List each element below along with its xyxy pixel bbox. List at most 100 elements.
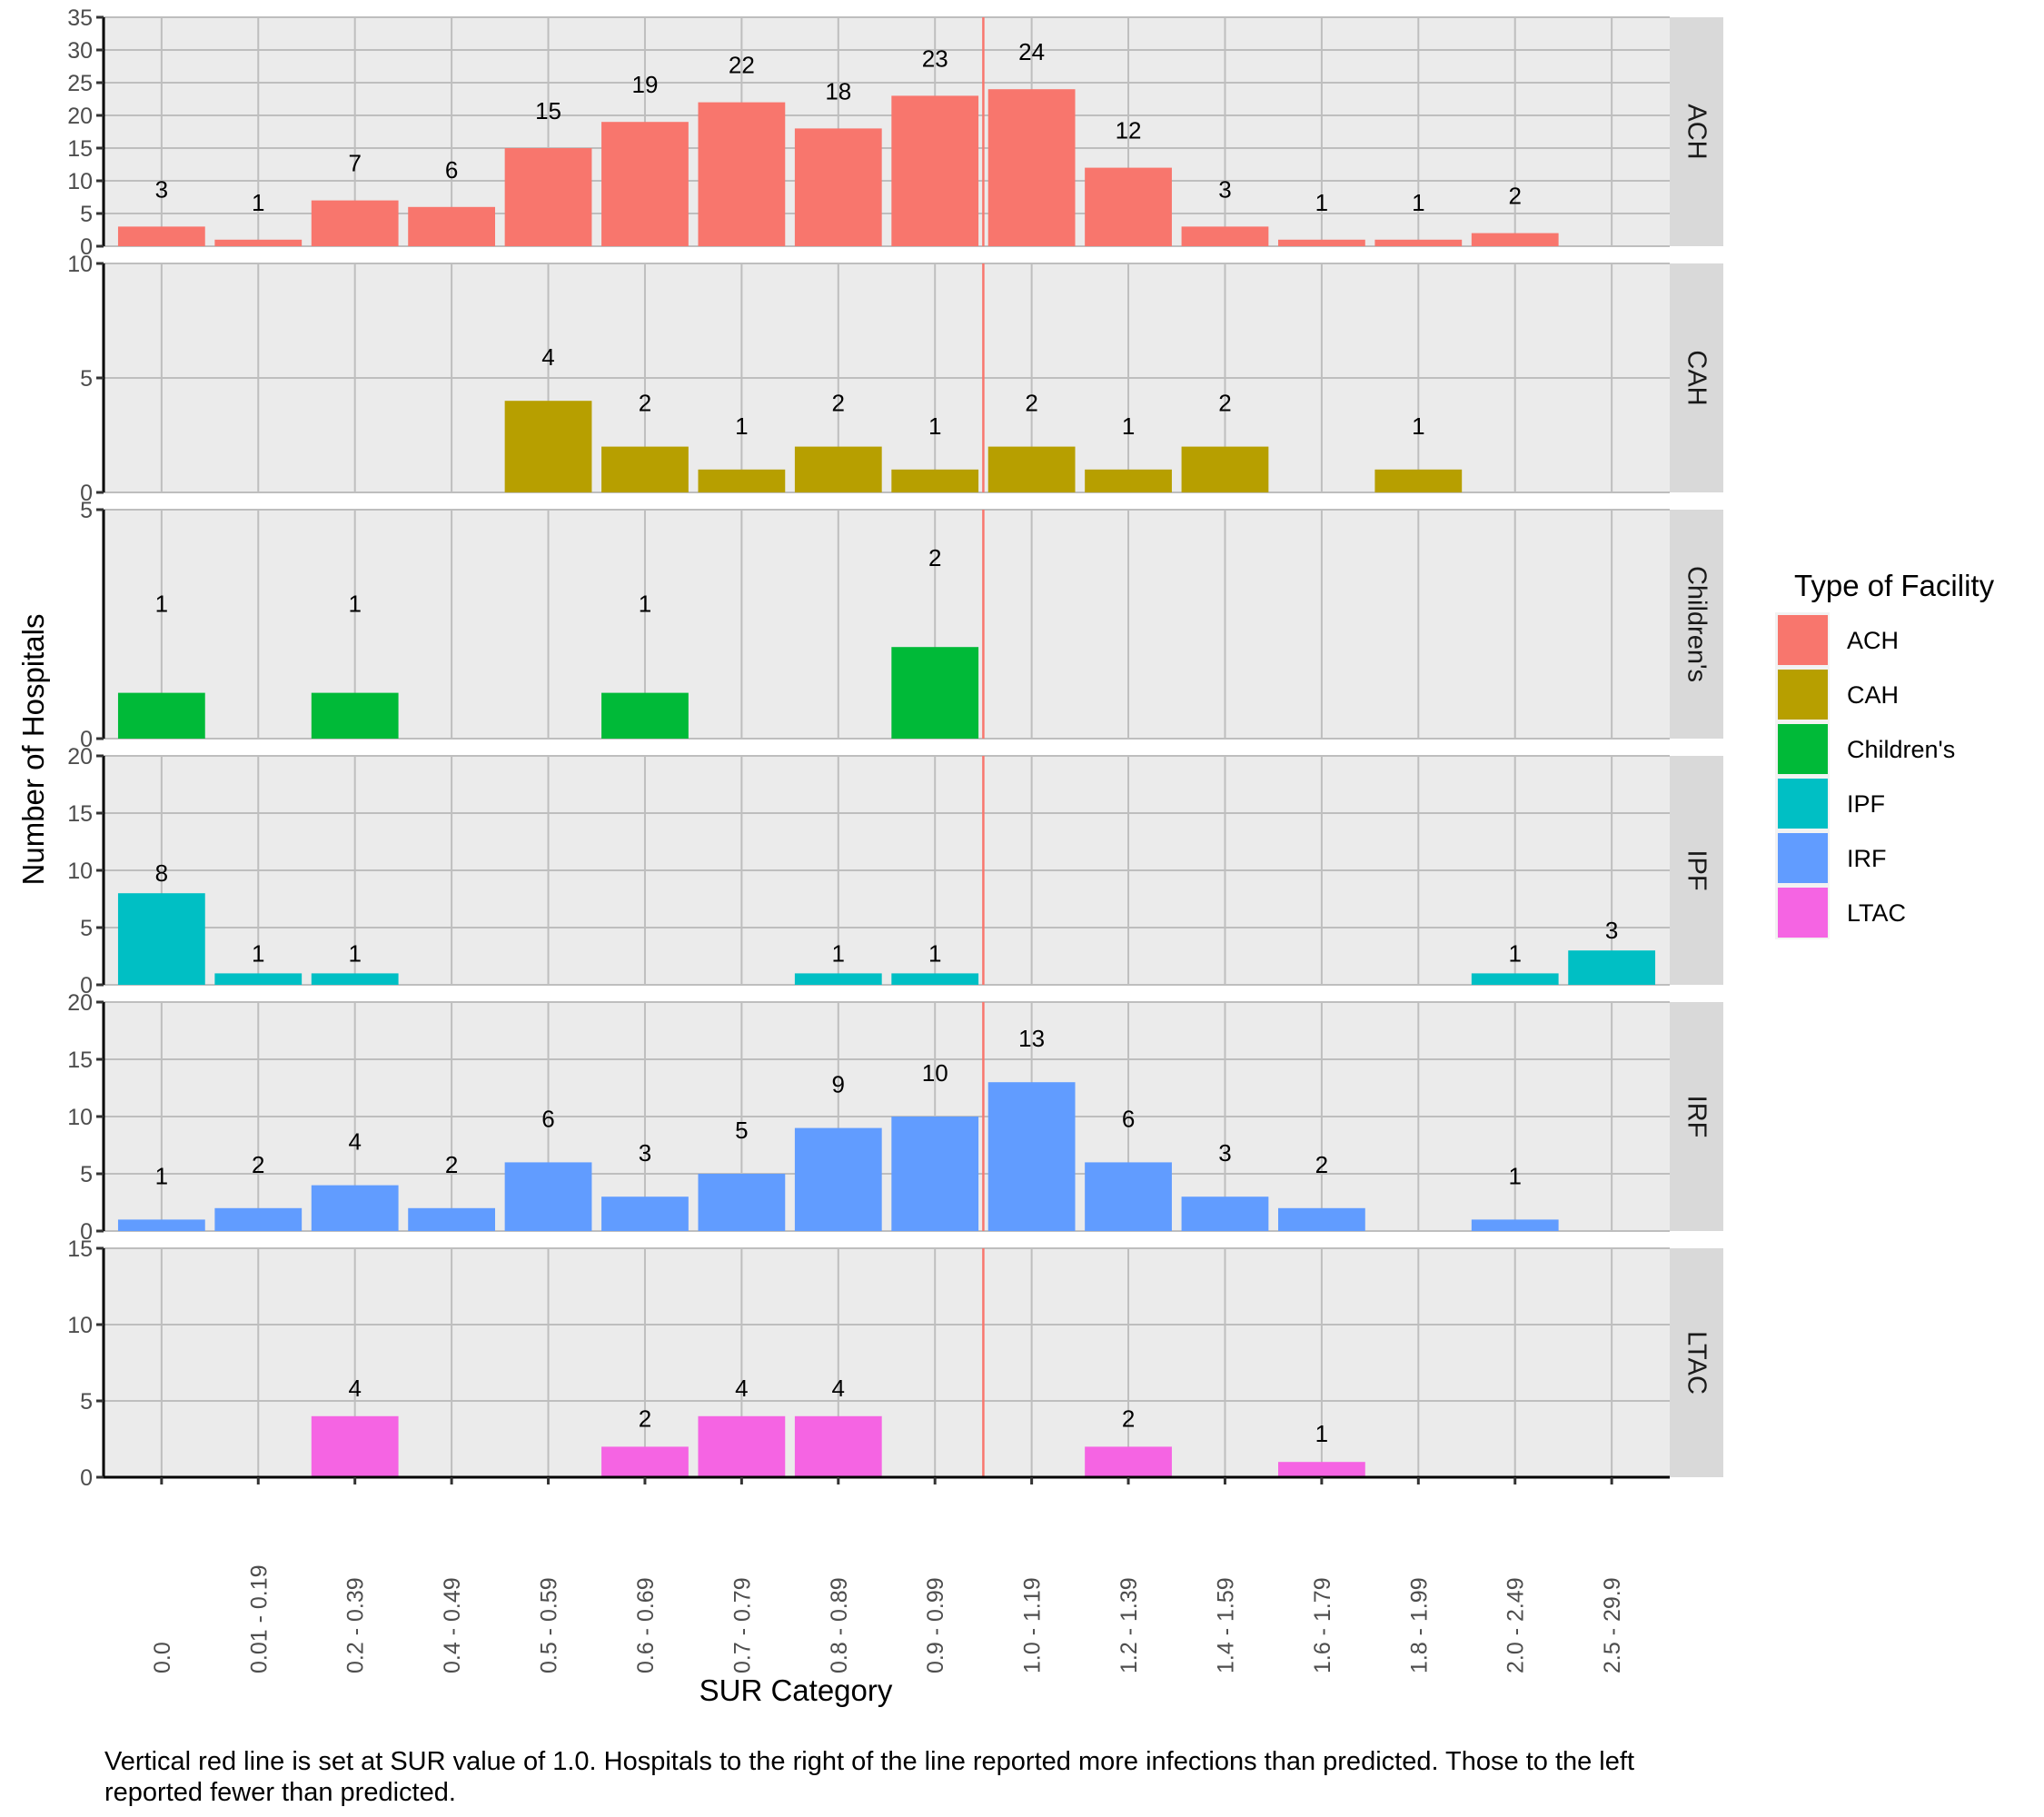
y-tick-label: 20: [67, 990, 93, 1016]
x-axis: 0.0 0.01 - 0.19 0.2 - 0.39 0.4 - 0.49 0.5 - …: [104, 1475, 1670, 1673]
x-tick-label: 1.2 - 1.39: [1116, 1577, 1142, 1673]
data-label: 2: [1218, 390, 1231, 417]
data-label: 1: [832, 939, 845, 967]
bar: [794, 446, 882, 492]
facet-strip: [1670, 17, 1723, 246]
legend-swatch: [1778, 670, 1828, 720]
data-label: 3: [1218, 175, 1231, 203]
y-tick-label: 5: [80, 1162, 93, 1187]
data-label: 1: [1508, 939, 1521, 967]
bar: [987, 1082, 1076, 1231]
x-tick-label: 1.0 - 1.19: [1020, 1577, 1046, 1673]
data-label: 4: [735, 1375, 748, 1402]
y-tick-label: 15: [67, 801, 93, 827]
legend-item-ach: ACH: [1775, 612, 1899, 667]
bar: [794, 1415, 882, 1477]
legend-swatch: [1778, 833, 1828, 883]
data-label: 24: [1018, 38, 1045, 65]
legend-swatch: [1778, 724, 1828, 774]
y-tick-label: 30: [67, 38, 93, 64]
data-label: 6: [541, 1105, 554, 1132]
x-tick-label: 0.6 - 0.69: [633, 1577, 659, 1673]
y-tick-label: 5: [80, 202, 93, 227]
y-axis-title: Number of Hospitals: [16, 614, 50, 886]
data-label: 1: [348, 591, 361, 618]
x-tick-label: 1.8 - 1.99: [1406, 1577, 1432, 1673]
facet-strip: [1670, 510, 1723, 739]
bar: [1374, 469, 1463, 492]
data-label: 23: [922, 45, 948, 72]
data-label: 8: [155, 859, 168, 887]
bar: [117, 893, 205, 985]
bar: [214, 1207, 303, 1231]
x-tick-label: 0.9 - 0.99: [923, 1577, 948, 1673]
bar: [117, 692, 205, 739]
facet-strip: [1670, 1002, 1723, 1231]
data-label: 1: [1315, 1420, 1328, 1447]
legend-title: Type of Facility: [1794, 569, 1995, 602]
legend-swatch: [1778, 615, 1828, 665]
legend-item-childrens: Children's: [1775, 721, 1955, 776]
facet-strip-label: Children's: [1682, 566, 1712, 682]
data-label: 1: [928, 412, 941, 440]
data-label: 3: [1218, 1139, 1231, 1167]
bar: [601, 692, 689, 739]
bar: [1278, 239, 1365, 246]
data-label: 1: [1508, 1162, 1521, 1189]
bar: [601, 122, 689, 246]
data-label: 15: [535, 97, 561, 124]
bar: [214, 239, 303, 246]
facet-panel-childrens: 0 5 1 1 1 2 Children's: [80, 498, 1723, 752]
legend-swatch: [1778, 888, 1828, 938]
bar: [1085, 1162, 1172, 1231]
y-tick-label: 25: [67, 71, 93, 96]
y-tick-label: 10: [67, 169, 93, 194]
data-label: 2: [832, 390, 845, 417]
y-tick-label: 10: [67, 1313, 93, 1338]
y-tick-label: 5: [80, 916, 93, 941]
data-label: 1: [1412, 412, 1424, 440]
bar: [1085, 1446, 1172, 1477]
bar: [987, 89, 1076, 246]
legend-label: Children's: [1847, 736, 1955, 763]
data-label: 1: [735, 412, 748, 440]
x-tick-label: 2.5 - 29.9: [1600, 1577, 1625, 1673]
bar: [1085, 167, 1172, 246]
bar: [1374, 239, 1463, 246]
bar: [311, 1185, 399, 1231]
bar: [408, 206, 495, 246]
x-tick-label: 0.01 - 0.19: [246, 1564, 272, 1673]
bar: [698, 1415, 786, 1477]
y-tick-label: 0: [80, 234, 93, 260]
data-label: 1: [1315, 189, 1328, 216]
chart-caption: Vertical red line is set at SUR value of…: [104, 1747, 1634, 1807]
y-tick-label: 20: [67, 744, 93, 769]
legend-label: CAH: [1847, 681, 1899, 709]
bar: [1181, 446, 1269, 492]
x-tick-label: 0.0: [150, 1642, 175, 1673]
bar: [698, 1174, 786, 1231]
data-label: 1: [639, 591, 651, 618]
bar: [117, 1219, 205, 1231]
data-label: 2: [1315, 1151, 1328, 1178]
legend-swatch: [1778, 779, 1828, 829]
bar: [1278, 1207, 1365, 1231]
data-label: 5: [735, 1117, 748, 1144]
facet-strip-label: IRF: [1682, 1096, 1712, 1138]
bar: [1181, 1196, 1269, 1231]
y-tick-label: 20: [67, 104, 93, 129]
facet-strip: [1670, 756, 1723, 985]
x-axis-title: SUR Category: [700, 1673, 893, 1707]
legend-item-ipf: IPF: [1775, 776, 1885, 830]
data-label: 10: [922, 1059, 948, 1087]
bar: [311, 973, 399, 985]
bar: [987, 446, 1076, 492]
facet-panel-cah: 0 5 10 4 2 1 2 1 2 1 2 1 CAH: [67, 252, 1723, 506]
bar: [698, 102, 786, 246]
legend: Type of Facility ACH CAH Children's IPF IRF L…: [1775, 569, 1995, 939]
bar: [1471, 233, 1559, 246]
legend-item-ltac: LTAC: [1775, 885, 1906, 939]
bar: [1085, 469, 1172, 492]
data-label: 4: [541, 343, 554, 371]
